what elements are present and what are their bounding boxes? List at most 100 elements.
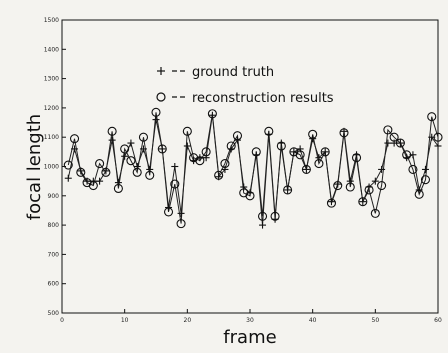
reconstruction-point <box>95 159 105 169</box>
reconstruction-point <box>69 134 80 144</box>
reconstruction-point <box>402 150 412 160</box>
reconstruction-point <box>301 164 311 174</box>
ground-truth-point <box>127 139 135 147</box>
series-lines <box>67 112 439 226</box>
x-tick-label: 0 <box>60 317 64 324</box>
ground-truth-point <box>302 165 310 173</box>
ground-truth-point <box>121 152 129 160</box>
y-tick-label: 1400 <box>44 46 59 53</box>
reconstruction-point <box>395 138 405 148</box>
legend-marker-ground-truth <box>157 67 165 75</box>
reconstruction-point <box>427 112 437 122</box>
ground-truth-point <box>183 142 191 150</box>
ground-truth-point <box>158 145 166 153</box>
reconstruction-point <box>339 128 349 138</box>
y-axis-label: focal length <box>24 114 45 220</box>
ground-truth-point <box>321 148 329 156</box>
legend-label-reconstruction: reconstruction results <box>192 91 334 106</box>
reconstruction-point <box>120 144 130 154</box>
reconstruction-point <box>320 147 330 157</box>
reconstruction-point <box>182 126 192 136</box>
y-tick-label: 800 <box>48 222 60 229</box>
reconstruction-point <box>383 125 393 135</box>
ground-truth-point <box>96 177 104 185</box>
y-tick-label: 900 <box>48 193 60 200</box>
ground-truth-point <box>171 163 179 170</box>
reconstruction-point <box>333 180 343 191</box>
reconstruction-point <box>389 132 399 142</box>
markers <box>63 107 443 229</box>
reconstruction-point <box>283 185 293 195</box>
reconstruction-point <box>214 170 224 180</box>
reconstruction-point <box>314 159 324 169</box>
reconstruction-point <box>163 207 174 217</box>
ground-truth-point <box>108 136 116 144</box>
reconstruction-point <box>126 156 136 166</box>
reconstruction-point <box>358 197 368 207</box>
x-tick-label: 30 <box>246 317 254 324</box>
ground-truth-point <box>64 174 72 182</box>
ground-truth-point <box>71 145 79 153</box>
y-tick-label: 600 <box>48 281 60 288</box>
reconstruction-point <box>201 147 211 157</box>
ground-truth-point <box>378 165 386 173</box>
ground-truth-point <box>259 221 267 229</box>
x-tick-label: 40 <box>309 317 317 324</box>
x-tick-label: 50 <box>372 317 380 324</box>
reconstruction-point <box>226 141 236 151</box>
reconstruction-point <box>63 160 73 170</box>
reconstruction-point <box>207 109 217 119</box>
reconstruction-point <box>107 126 117 136</box>
x-tick-label: 10 <box>121 317 129 324</box>
ground-truth-point <box>421 165 429 173</box>
ticks: 0 10 20 30 40 50 60 500 600 700 800 900 1000 1100 1200… <box>44 17 442 324</box>
reconstruction-point <box>76 167 86 177</box>
x-tick-label: 20 <box>184 317 192 324</box>
reconstruction-point <box>88 180 98 191</box>
y-tick-label: 500 <box>48 310 60 317</box>
series-line-reconstruction <box>67 112 439 224</box>
y-tick-label: 1300 <box>44 76 59 83</box>
reconstruction-point <box>101 167 111 177</box>
reconstruction-point <box>420 175 431 185</box>
ground-truth-point <box>396 139 404 147</box>
x-axis-label: frame <box>223 327 276 348</box>
reconstruction-point <box>264 126 274 136</box>
reconstruction-point <box>145 170 155 180</box>
reconstruction-point <box>132 167 142 177</box>
y-tick-label: 700 <box>48 251 60 258</box>
reconstruction-point <box>195 156 205 166</box>
ground-truth-point <box>359 198 367 206</box>
ground-truth-point <box>139 145 147 153</box>
reconstruction-point <box>351 153 362 163</box>
ground-truth-point <box>384 139 392 147</box>
reconstruction-point <box>157 144 167 154</box>
ground-truth-point <box>371 177 379 185</box>
reconstruction-point <box>257 211 268 221</box>
reconstruction-point <box>245 191 255 201</box>
reconstruction-point <box>408 164 418 174</box>
reconstruction-point <box>270 211 280 221</box>
reconstruction-point <box>176 219 186 229</box>
reconstruction-point <box>326 198 337 208</box>
series-line-ground-truth <box>67 115 439 226</box>
reconstruction-point <box>364 185 374 195</box>
ground-truth-point <box>290 148 298 156</box>
y-tick-label: 1100 <box>44 134 59 141</box>
y-tick-label: 1500 <box>44 17 59 24</box>
reconstruction-point <box>433 132 443 142</box>
reconstruction-point <box>377 180 387 191</box>
y-tick-label: 1200 <box>44 105 59 112</box>
ground-truth-point <box>284 186 292 194</box>
reconstruction-point <box>345 182 355 192</box>
reconstruction-point <box>220 159 230 169</box>
reconstruction-point <box>276 141 286 151</box>
reconstruction-point <box>308 129 318 139</box>
reconstruction-point <box>138 132 149 142</box>
ground-truth-point <box>434 142 442 150</box>
reconstruction-point <box>414 189 424 199</box>
reconstruction-point <box>170 179 180 189</box>
reconstruction-point <box>113 183 123 194</box>
